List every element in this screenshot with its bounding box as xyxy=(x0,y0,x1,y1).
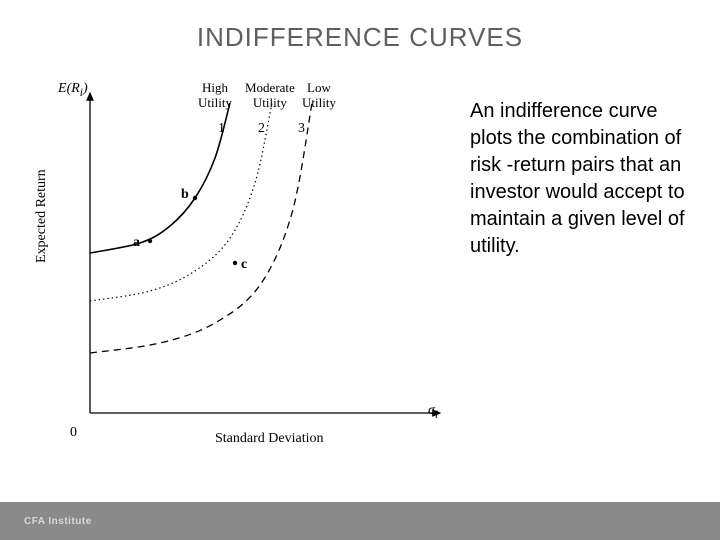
footer-bar: CFA Institute xyxy=(0,502,720,540)
curve-number-3: 3 xyxy=(298,121,305,137)
point-c xyxy=(233,261,237,265)
point-a xyxy=(148,239,152,243)
point-b xyxy=(193,196,197,200)
point-label-a: a xyxy=(133,235,140,251)
description-text: An indifference curve plots the combinat… xyxy=(460,73,700,453)
curve-label-3: LowUtility xyxy=(302,81,336,111)
y-axis-top-label: E(Ri) xyxy=(58,81,88,99)
y-axis-label: Expected Return xyxy=(34,169,50,263)
curve-3 xyxy=(90,103,312,353)
page-title: INDIFFERENCE CURVES xyxy=(0,0,720,53)
x-axis-symbol: σi xyxy=(428,403,438,421)
indifference-chart: E(Ri) Expected Return Standard Deviation… xyxy=(20,73,460,453)
chart-svg xyxy=(20,73,460,453)
er-symbol: E xyxy=(58,81,67,96)
origin-label: 0 xyxy=(70,425,77,441)
ri-symbol: Ri xyxy=(71,81,83,96)
footer-logo: CFA Institute xyxy=(0,502,720,527)
curve-label-1: HighUtility xyxy=(198,81,232,111)
content-row: E(Ri) Expected Return Standard Deviation… xyxy=(0,53,720,453)
curve-number-2: 2 xyxy=(258,121,265,137)
point-label-b: b xyxy=(181,187,189,203)
curve-label-2: ModerateUtility xyxy=(245,81,295,111)
point-label-c: c xyxy=(241,257,247,273)
curve-number-1: 1 xyxy=(218,121,225,137)
curve-1 xyxy=(90,103,230,253)
x-axis-label: Standard Deviation xyxy=(215,431,323,447)
